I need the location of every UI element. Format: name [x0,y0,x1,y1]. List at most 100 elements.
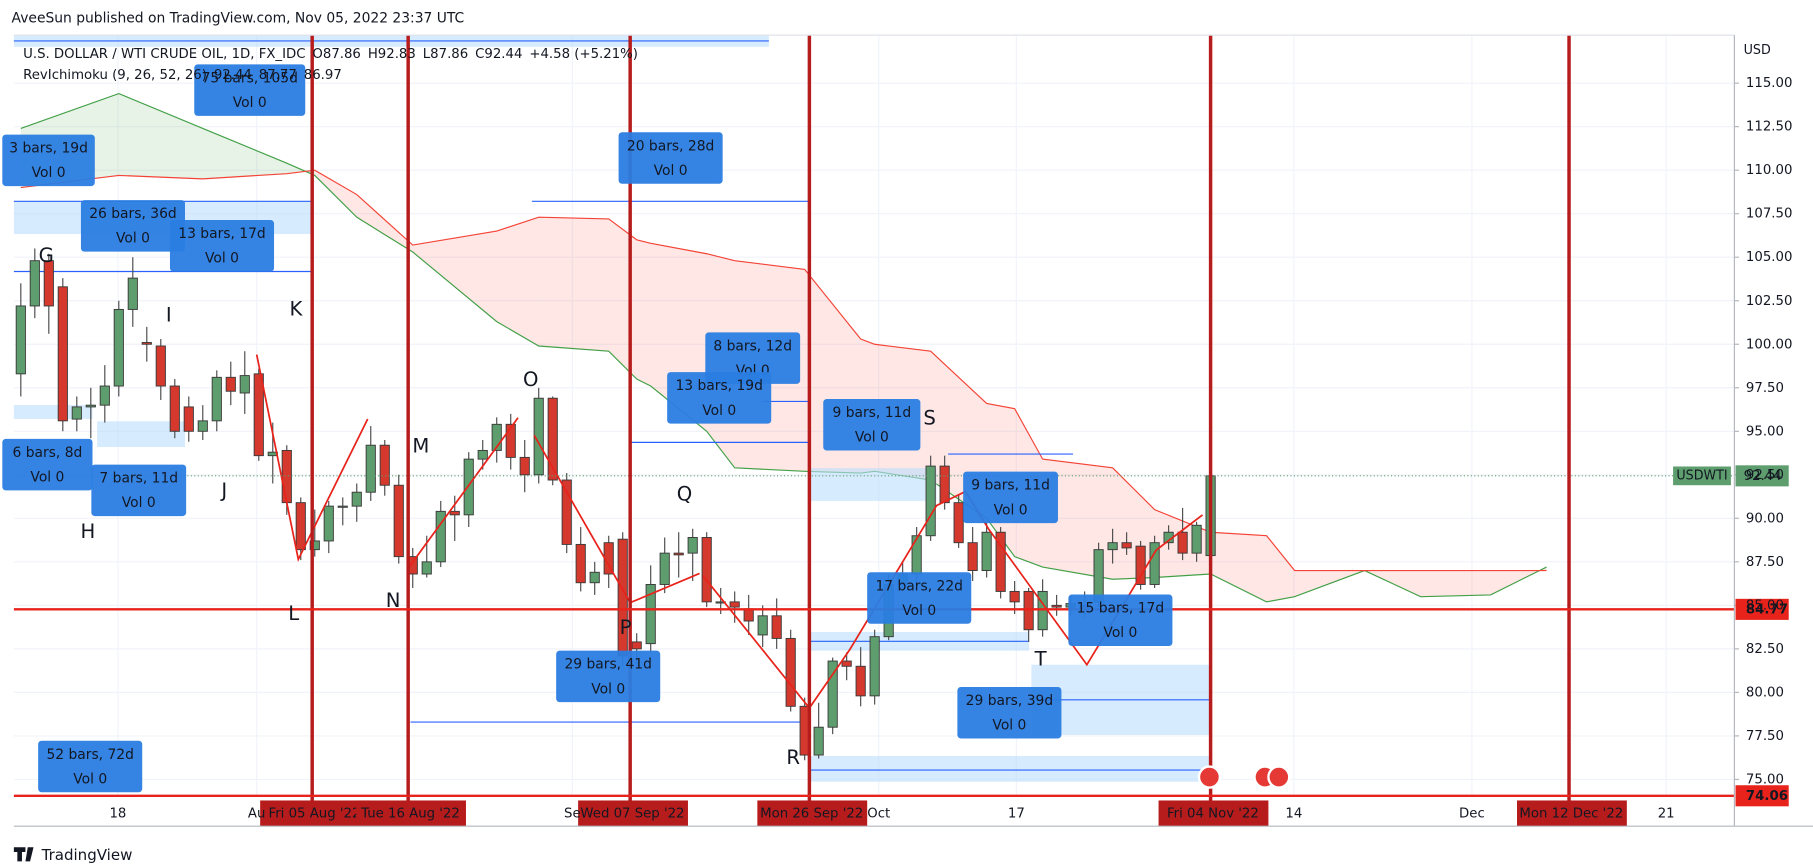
candle-body [295,502,306,551]
cloud-fill [1420,570,1491,597]
candle-body [939,465,950,504]
measure-range: 9 bars, 11d [971,478,1050,494]
candle-body [281,449,292,504]
event-icon[interactable] [1267,765,1291,789]
candle-body [113,308,124,387]
measure-range: 17 bars, 22d [875,578,962,594]
candle-body [1009,590,1020,603]
zigzag [255,354,369,563]
indicator-value: 92.44 [214,68,252,83]
candle-body [183,406,194,432]
event-icon[interactable] [1197,765,1221,789]
candle-body [435,510,446,563]
measure-box [556,650,661,703]
measure-range: 6 bars, 8d [12,445,82,461]
measure-volume: Vol 0 [1103,625,1137,641]
y-tick-label: 90.00 [1746,511,1784,526]
x-tick-label: Dec [1459,806,1485,821]
measure-volume: Vol 0 [122,495,156,511]
wave-label: S [923,406,935,429]
cloud-fill [496,217,539,346]
event-icons [1197,765,1291,789]
symbol-tag-text: USDWTI [1676,468,1727,483]
price-line-tag [1735,785,1789,807]
cloud-fill [356,194,413,252]
wave-label: T [1034,647,1048,670]
x-tick-label: Oct [867,806,890,821]
price-line-label: 84.77 [1746,602,1788,617]
x-tick-label: 18 [109,806,126,821]
candle-body [1191,524,1202,554]
candle-body [1149,542,1160,585]
y-tick-label: 112.50 [1746,120,1792,135]
measure-box [38,740,143,793]
candle-body [127,277,138,310]
candle-body [631,641,642,650]
candle-body [141,342,152,345]
wave-label: Q [677,482,692,505]
wave-label: G [39,244,54,267]
x-tick-label: 14 [1285,806,1302,821]
candle-body [197,420,208,432]
candle-body [827,660,838,728]
measure-range: 52 bars, 72d [46,747,133,763]
measure-volume: Vol 0 [32,165,66,181]
measure-volume: Vol 0 [994,502,1028,518]
y-tick-label: 107.50 [1746,207,1792,222]
measure-box [194,64,306,116]
date-marker-label: Wed 07 Sep '22 [580,806,684,821]
candle-body [1023,590,1034,631]
candles [15,248,1216,761]
date-marker-tag [757,800,868,827]
candle-body [351,491,362,507]
y-tick-label: 92.50 [1746,468,1784,483]
measure-volume: Vol 0 [654,163,688,179]
overlays: USDWTI 92.44 Fri 05 Aug '22 Tue 16 Aug '22 W… [2,35,1789,827]
ohlc-value: C92.44 [475,47,522,62]
candle-body [659,552,670,585]
cloud-fill [412,231,497,322]
cloud-span-b [20,169,1547,572]
x-tick-label: 17 [1008,806,1025,821]
y-tick-label: 110.00 [1746,163,1792,178]
y-tick-label: 102.50 [1746,294,1792,309]
y-tick-label: 82.50 [1746,642,1784,657]
candle-body [687,536,698,554]
measure-box [957,686,1062,739]
measure-range: 75 bars, 105d [202,70,298,86]
candle-body [855,665,866,697]
candle-body [701,536,712,603]
candle-body [981,531,992,572]
ohlc-value: H92.83 [368,47,416,62]
wave-label: R [786,746,800,769]
x-tick-label: Se [564,806,581,821]
measure-box [169,220,275,272]
candle-body [743,608,754,622]
cloud-fill [118,93,203,179]
candle-body [841,660,852,667]
measure-range: 3 bars, 19d [9,141,88,157]
candle-body [393,484,404,558]
candle-body [757,615,768,636]
cloud-fill [636,239,651,387]
candle-body [561,479,572,545]
measure-volume: Vol 0 [702,403,736,419]
cloud-fill [1364,570,1421,597]
candle-body [519,456,530,476]
measure-box [618,132,723,184]
footer-brand: TradingView [41,846,133,864]
y-tick-label: 75.00 [1746,772,1784,787]
logo-mark [13,847,34,862]
candle-body [925,465,936,537]
y-tick-label: 85.00 [1746,598,1784,613]
measure-box [705,332,801,384]
wave-label: M [412,434,429,457]
measure-rays [13,40,1211,771]
measure-box [80,200,185,252]
candle-body [169,385,180,432]
candle-body [673,552,684,556]
date-marker-tag [260,800,370,827]
candle-body [785,637,796,707]
